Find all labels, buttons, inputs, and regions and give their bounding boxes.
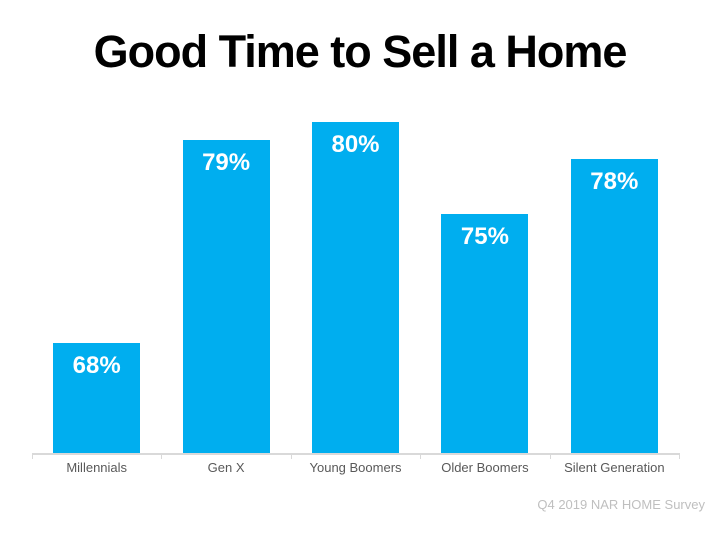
bar-silent-generation: 78%: [570, 158, 658, 453]
category-label-millennials: Millennials: [66, 460, 128, 475]
bar-millennials: 68%: [53, 342, 141, 453]
bar-young-boomers: 80%: [312, 121, 400, 453]
category-axis-labels: Millennials Gen X Young Boomers Older Boome…: [32, 460, 679, 475]
axis-tick: [679, 453, 680, 459]
bar-value-label: 75%: [460, 222, 509, 250]
axis-tick: [549, 453, 551, 459]
bar-value-label: 79%: [202, 149, 251, 177]
axis-tick: [32, 453, 33, 459]
bar-value-label: 80%: [331, 130, 380, 158]
category-label-silent-generation: Silent Generation: [564, 460, 665, 475]
category-label-young-boomers: Young Boomers: [309, 460, 402, 475]
category-label-gen-x: Gen X: [207, 460, 245, 475]
bar-slot-older-boomers: 75%: [420, 85, 549, 453]
bar-slot-silent-generation: 78%: [550, 85, 679, 453]
bar-value-label: 78%: [590, 167, 639, 195]
category-label-older-boomers: Older Boomers: [441, 460, 529, 475]
source-attribution: Q4 2019 NAR HOME Survey: [537, 497, 705, 512]
plot-area: 68% 79% 80% 75% 78%: [32, 85, 680, 459]
axis-tick: [161, 453, 163, 459]
bar-slot-millennials: 68%: [32, 85, 161, 453]
bar-value-label: 68%: [72, 351, 121, 379]
chart-title: Good Time to Sell a Home: [93, 26, 628, 77]
bar-gen-x: 79%: [182, 140, 270, 453]
x-axis-line: [32, 453, 679, 455]
bars-row: 68% 79% 80% 75% 78%: [32, 85, 679, 453]
bar-slot-gen-x: 79%: [161, 85, 290, 453]
bar-older-boomers: 75%: [441, 213, 529, 453]
bar-slot-young-boomers: 80%: [291, 85, 420, 453]
axis-tick: [420, 453, 422, 459]
axis-tick: [290, 453, 292, 459]
